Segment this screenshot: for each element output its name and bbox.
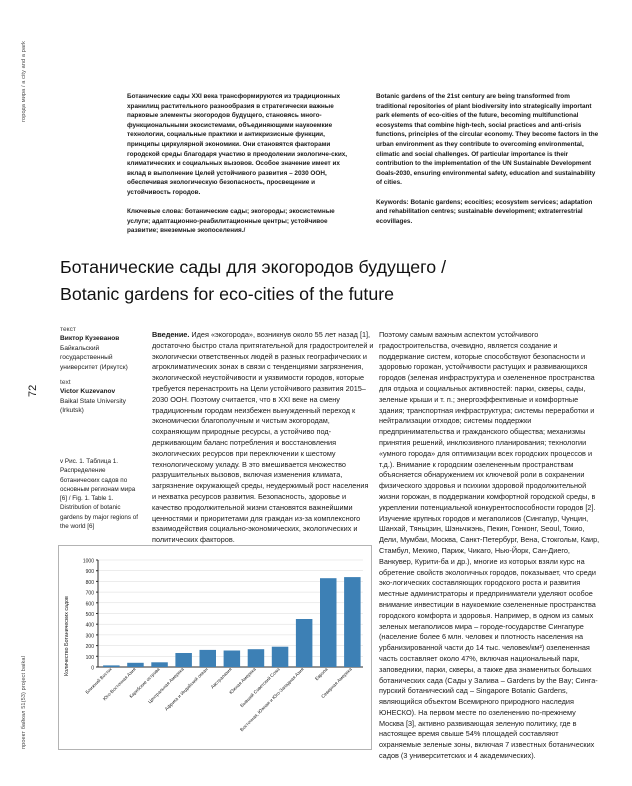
svg-text:700: 700 bbox=[86, 591, 95, 597]
svg-text:600: 600 bbox=[86, 601, 95, 607]
svg-text:Австралазия: Австралазия bbox=[210, 666, 233, 689]
svg-text:900: 900 bbox=[86, 569, 95, 575]
svg-text:Европа: Европа bbox=[314, 666, 329, 681]
svg-text:Количество Ботанических садов: Количество Ботанических садов bbox=[64, 596, 70, 676]
svg-text:200: 200 bbox=[86, 644, 95, 650]
svg-text:1000: 1000 bbox=[83, 559, 94, 565]
svg-text:800: 800 bbox=[86, 580, 95, 586]
svg-text:100: 100 bbox=[86, 655, 95, 661]
svg-text:400: 400 bbox=[86, 623, 95, 629]
svg-text:Африка и Индийский океан: Африка и Индийский океан bbox=[163, 666, 209, 712]
svg-text:0: 0 bbox=[91, 666, 94, 672]
svg-text:300: 300 bbox=[86, 633, 95, 639]
svg-text:500: 500 bbox=[86, 612, 95, 618]
svg-text:Бывший Советский Союз: Бывший Советский Союз bbox=[238, 666, 280, 708]
